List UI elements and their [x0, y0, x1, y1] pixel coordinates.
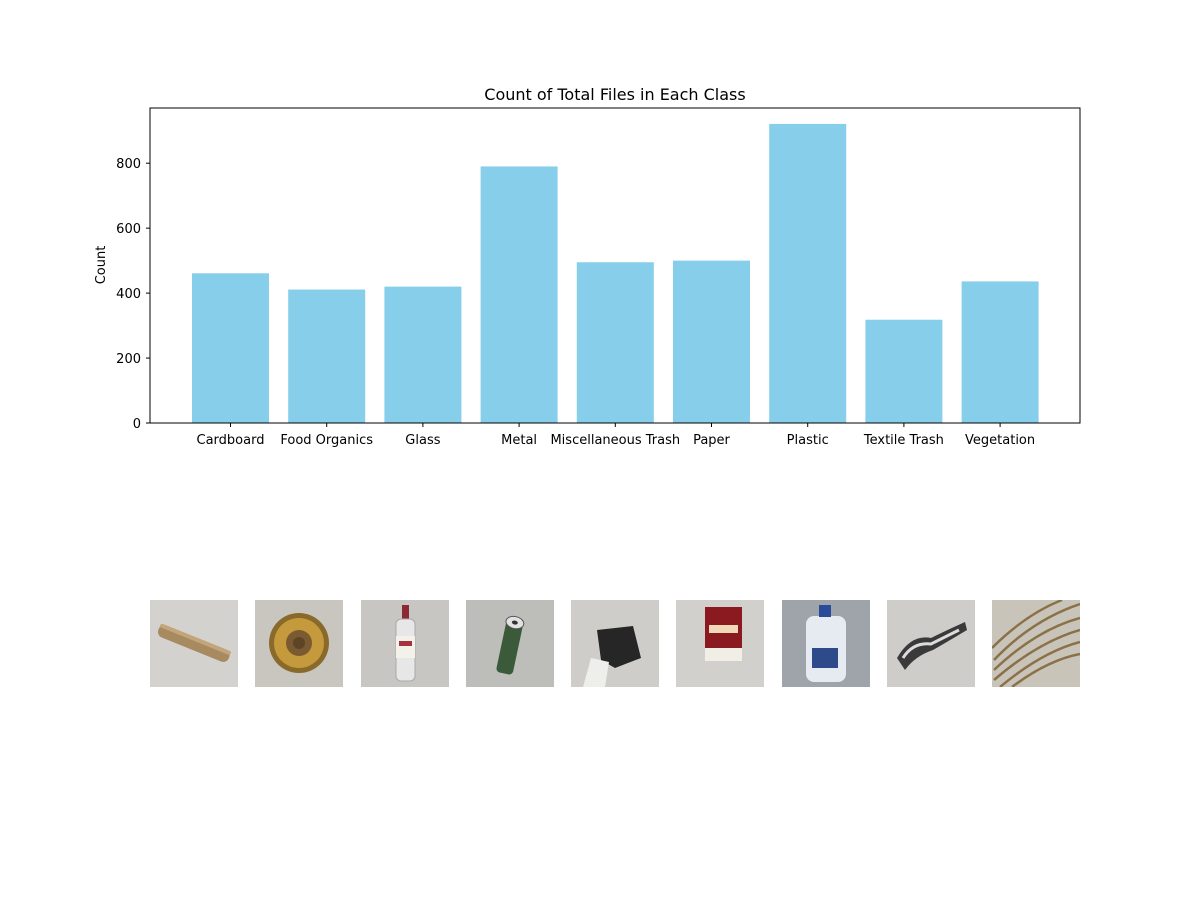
- x-tick-label: Textile Trash: [863, 433, 944, 448]
- cardboard-tube-photo: [150, 600, 238, 687]
- x-tick-label: Miscellaneous Trash: [550, 433, 680, 448]
- sample-image-strip: [150, 600, 1080, 687]
- metal-can-photo: [466, 600, 554, 687]
- bar-chart: Count of Total Files in Each Class Count…: [94, 85, 1081, 448]
- x-tick-label: Plastic: [787, 433, 829, 448]
- x-tick-label: Vegetation: [965, 433, 1035, 448]
- palm-leaves-photo: [992, 600, 1080, 687]
- plastic-jug-photo: [782, 600, 870, 687]
- bar-vegetation: [961, 281, 1039, 423]
- chart-title: Count of Total Files in Each Class: [484, 85, 745, 104]
- misc-trash-photo: [571, 600, 659, 687]
- y-tick-label: 600: [116, 222, 141, 237]
- bar-metal: [480, 166, 558, 423]
- y-tick-label: 0: [133, 417, 141, 432]
- textile-scrap-photo: [887, 600, 975, 687]
- pineapple-slice-photo: [255, 600, 343, 687]
- y-tick-label: 400: [116, 287, 141, 302]
- bar-food-organics: [288, 289, 366, 423]
- x-tick-label: Glass: [405, 433, 440, 448]
- bar-glass: [384, 286, 462, 423]
- plot-frame: [149, 107, 1081, 424]
- glass-bottle-photo: [361, 600, 449, 687]
- y-tick-label: 800: [116, 157, 141, 172]
- y-axis-label: Count: [94, 246, 109, 285]
- bar-plastic: [769, 123, 847, 424]
- bar-paper: [673, 260, 750, 423]
- x-tick-label: Food Organics: [280, 433, 373, 448]
- bar-miscellaneous-trash: [576, 262, 654, 423]
- x-tick-label: Cardboard: [197, 433, 265, 448]
- paper-box-photo: [676, 600, 764, 687]
- bar-textile-trash: [865, 319, 943, 423]
- x-tick-label: Metal: [501, 433, 537, 448]
- y-tick-label: 200: [116, 352, 141, 367]
- x-tick-label: Paper: [693, 433, 730, 448]
- bar-cardboard: [192, 273, 269, 423]
